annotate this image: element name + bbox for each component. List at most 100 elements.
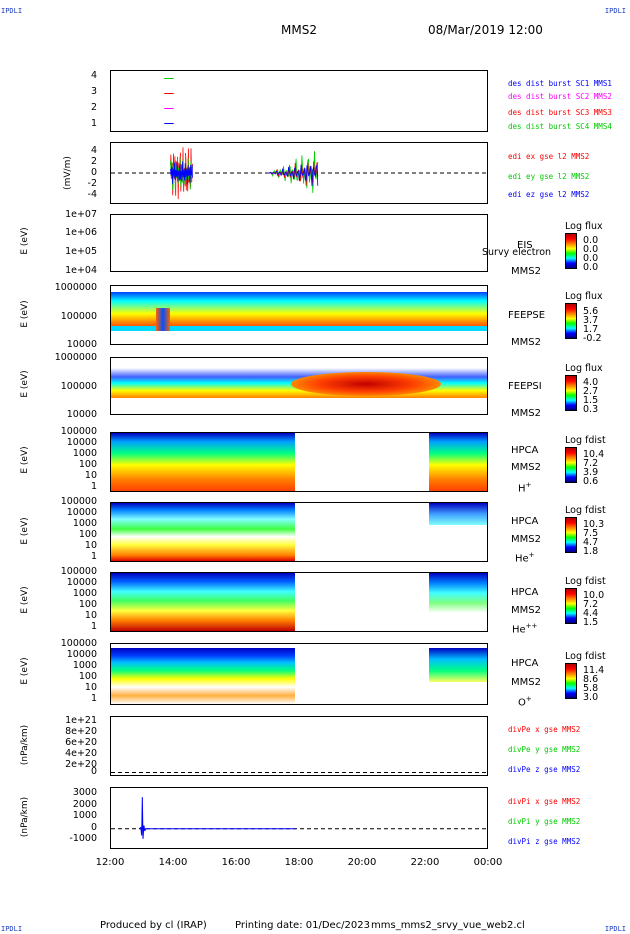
x-tick-label: 16:00 (221, 857, 251, 868)
feepse-low-band (111, 326, 487, 331)
corner-label-bottom-left: IPDLI (1, 925, 23, 933)
hpca-o-data-segment-2 (429, 648, 487, 682)
efield-ytick: 0 (90, 167, 97, 178)
feepse-instrument: FEEPSE (508, 310, 546, 321)
hpca-he-colorbar-title: Log fdist (565, 505, 606, 516)
feepsi-ytick: 100000 (60, 381, 97, 392)
feepsi-instrument: FEEPSI (508, 381, 542, 392)
hpca-hepp-data-segment-2 (429, 573, 487, 613)
species-name: O (518, 697, 526, 709)
eis-colorbar-value: 0.0 (583, 235, 599, 246)
species-charge: + (525, 695, 532, 703)
hpca-h-colorbar-value: 10.4 (583, 449, 605, 460)
efield-ytick: -4 (87, 189, 97, 200)
divpi-legend-x: divPi x gse MMS2 (508, 797, 581, 806)
feepse-colorbar-value: 5.6 (583, 306, 599, 317)
x-tick-label: 00:00 (473, 857, 503, 868)
feepse-colorbar-value: 3.7 (583, 315, 599, 326)
hpca-o-species: O+ (518, 695, 532, 708)
efield-ytick: 2 (90, 156, 97, 167)
divpe-ytick: 1e+21 (65, 715, 97, 726)
hpca-he-colorbar-value: 7.5 (583, 528, 599, 539)
hpca-o-colorbar-value: 11.4 (583, 665, 605, 676)
hpca-h-ytick: 1000 (72, 448, 97, 459)
divpe-ytick: 8e+20 (65, 726, 97, 737)
burst-panel (110, 70, 488, 132)
eis-colorbar-title: Log flux (565, 221, 603, 232)
divpi-legend-z: divPi z gse MMS2 (508, 837, 581, 846)
hpca-h-ytick: 10 (84, 470, 97, 481)
eis-instrument: EIS (517, 240, 533, 251)
hpca-h-ylabel: E (eV) (20, 446, 30, 474)
feepse-spectrogram (111, 292, 487, 328)
eis-spacecraft: MMS2 (511, 266, 541, 277)
eis-colorbar-value: 0.0 (583, 253, 599, 264)
hpca-hepp-colorbar-value: 4.4 (583, 608, 599, 619)
feepse-colorbar-title: Log flux (565, 291, 603, 302)
divpi-ytick: 1000 (72, 810, 97, 821)
hpca-h-data-segment-1 (111, 433, 295, 491)
divpi-ytick: 0 (90, 822, 97, 833)
divpe-ytick: 2e+20 (65, 759, 97, 770)
efield-trace (170, 161, 193, 185)
corner-label-top-left: IPDLI (1, 7, 23, 15)
divpe-ylabel: (nPa/km) (20, 724, 30, 766)
divpe-panel (110, 716, 488, 776)
species-charge: + (525, 481, 532, 489)
corner-label-bottom-right: IPDLI (604, 925, 626, 933)
hpca-hepp-data-segment-1 (111, 573, 295, 631)
efield-trace (267, 151, 319, 193)
feepsi-ytick: 10000 (66, 409, 97, 420)
eis-ytick: 1e+06 (65, 227, 97, 238)
x-tick-label: 20:00 (347, 857, 377, 868)
burst-ytick: 2 (90, 102, 97, 113)
hpca-h-ytick: 10000 (66, 437, 97, 448)
hpca-hepp-panel (110, 572, 488, 632)
hpca-he-panel (110, 502, 488, 562)
hpca-hepp-colorbar-title: Log fdist (565, 576, 606, 587)
efield-trace (267, 164, 319, 187)
burst-ytick: 1 (90, 118, 97, 129)
feepse-spacecraft: MMS2 (511, 337, 541, 348)
hpca-o-instrument: HPCA (511, 658, 539, 669)
hpca-he-ytick: 1 (90, 551, 97, 562)
hpca-h-colorbar-title: Log fdist (565, 435, 606, 446)
footer-produced-by: Produced by cl (IRAP) (100, 920, 207, 931)
hpca-he-ytick: 10 (84, 540, 97, 551)
hpca-h-spacecraft: MMS2 (511, 462, 541, 473)
efield-legend-ey: edi ey gse l2 MMS2 (508, 172, 590, 181)
feepsi-colorbar-title: Log flux (565, 363, 603, 374)
hpca-h-species: H+ (518, 481, 531, 494)
feepsi-ylabel: E (eV) (20, 370, 30, 398)
x-tick-label: 22:00 (410, 857, 440, 868)
divpi-series-line (138, 797, 296, 839)
hpca-o-spacecraft: MMS2 (511, 677, 541, 688)
eis-panel (110, 214, 488, 272)
burst-ytick: 3 (90, 86, 97, 97)
hpca-h-ytick: 1 (90, 481, 97, 492)
efield-legend-ez: edi ez gse l2 MMS2 (508, 190, 590, 199)
efield-ytick: -2 (87, 178, 97, 189)
hpca-he-ytick: 1000 (72, 518, 97, 529)
hpca-o-data-segment-1 (111, 648, 295, 704)
feepsi-panel (110, 357, 488, 415)
feepsi-colorbar-value: 4.0 (583, 377, 599, 388)
feepsi-colorbar-value: 1.5 (583, 395, 599, 406)
eis-overlay-label: Survy electron tof (482, 247, 554, 258)
divpi-ylabel: (nPa/km) (20, 796, 30, 838)
hpca-h-panel (110, 432, 488, 492)
hpca-o-ylabel: E (eV) (20, 657, 30, 685)
efield-legend-ex: edi ex gse l2 MMS2 (508, 152, 590, 161)
hpca-o-ytick: 10000 (66, 649, 97, 660)
species-name: He (515, 553, 529, 565)
x-tick-label: 12:00 (95, 857, 125, 868)
divpi-ytick: -1000 (69, 833, 97, 844)
hpca-hepp-spacecraft: MMS2 (511, 605, 541, 616)
hpca-h-instrument: HPCA (511, 445, 539, 456)
divpe-ytick: 0 (90, 766, 97, 777)
hpca-hepp-colorbar-value: 1.5 (583, 617, 599, 628)
divpe-ytick: 6e+20 (65, 737, 97, 748)
divpe-ytick: 4e+20 (65, 748, 97, 759)
feepse-ytick: 10000 (66, 339, 97, 350)
feepsi-ytick: 1000000 (54, 352, 97, 363)
